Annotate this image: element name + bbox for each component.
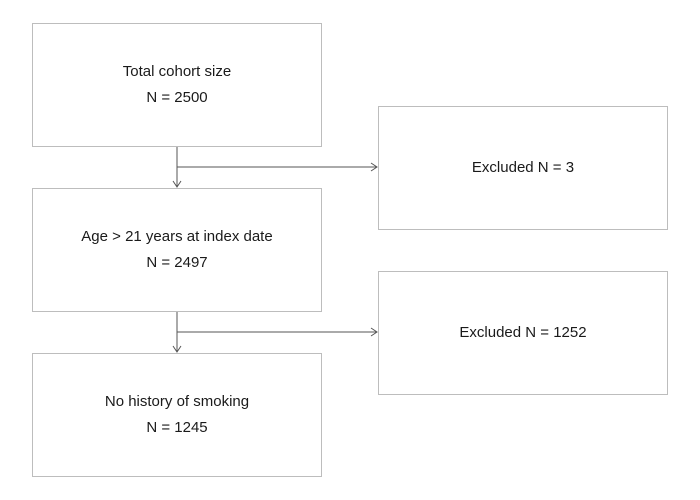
age-criterion-label: Age > 21 years at index date [81, 228, 273, 245]
no-smoking-label: No history of smoking [104, 393, 250, 410]
no-smoking-count: N = 1245 [146, 419, 208, 436]
arrowhead-to-excluded-1 [370, 162, 378, 172]
excluded-box-2: Excluded N = 1252 [378, 271, 668, 395]
total-cohort-count: N = 2500 [146, 89, 208, 106]
age-criterion-box: Age > 21 years at index date N = 2497 [32, 188, 322, 312]
excluded-1-label: Excluded N = 3 [471, 159, 575, 176]
total-cohort-box: Total cohort size N = 2500 [32, 23, 322, 147]
no-smoking-box: No history of smoking N = 1245 [32, 353, 322, 477]
excluded-2-label: Excluded N = 1252 [459, 324, 587, 341]
age-criterion-count: N = 2497 [146, 254, 208, 271]
arrowhead-to-nosmoke [172, 345, 182, 353]
excluded-box-1: Excluded N = 3 [378, 106, 668, 230]
arrowhead-to-excluded-2 [370, 327, 378, 337]
arrowhead-to-age [172, 180, 182, 188]
total-cohort-label: Total cohort size [122, 63, 232, 80]
